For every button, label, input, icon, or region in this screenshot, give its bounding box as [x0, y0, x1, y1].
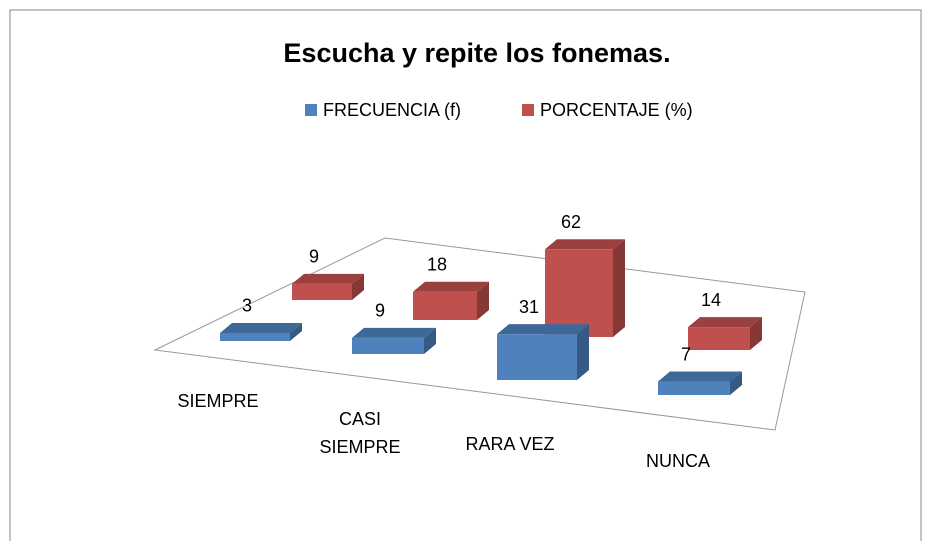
bar-front — [352, 337, 424, 354]
data-label: 31 — [519, 297, 539, 317]
bar-front — [413, 291, 477, 320]
bar — [658, 371, 742, 395]
data-label: 14 — [701, 290, 721, 310]
bar-side — [424, 327, 436, 354]
bar-side — [730, 371, 742, 395]
data-label: 62 — [561, 212, 581, 232]
bar-side — [577, 324, 589, 380]
bar-side — [477, 281, 489, 320]
bar-top — [292, 273, 364, 284]
x-tick-label: NUNCA — [645, 451, 710, 471]
bar-front — [497, 334, 577, 380]
bar-top — [658, 371, 742, 382]
bar-front — [545, 249, 613, 337]
x-tick-label: RARA VEZ — [465, 434, 555, 454]
data-label: 7 — [681, 344, 691, 364]
chart-title: Escucha y repite los fonemas. — [283, 38, 670, 68]
bar-side — [352, 273, 364, 300]
bar-top — [413, 281, 489, 292]
legend-swatch — [522, 104, 534, 116]
legend-label: FRECUENCIA (f) — [323, 100, 461, 120]
chart-frame — [9, 9, 922, 541]
bar-side — [613, 239, 625, 337]
bar-side — [290, 322, 302, 341]
bar-top — [220, 322, 302, 333]
bar-top — [352, 327, 436, 338]
bar-side — [750, 317, 762, 350]
bar-front — [292, 283, 352, 300]
data-label: 9 — [375, 301, 385, 321]
bar — [497, 324, 589, 380]
data-label: 9 — [309, 247, 319, 267]
legend-swatch — [305, 104, 317, 116]
bar — [413, 281, 489, 320]
data-label: 18 — [427, 254, 447, 274]
x-tick-label: SIEMPRE — [177, 391, 259, 411]
bar-front — [658, 381, 730, 395]
bar-top — [688, 317, 762, 328]
legend-label: PORCENTAJE (%) — [540, 100, 693, 120]
bar — [352, 327, 436, 354]
bar-top — [545, 239, 625, 250]
bar — [292, 273, 364, 300]
bar — [545, 239, 625, 337]
bar-front — [220, 332, 290, 341]
bar-front — [688, 327, 750, 350]
x-tick-label: CASI SIEMPRE — [319, 409, 401, 457]
bar — [220, 322, 302, 341]
bar-top — [497, 324, 589, 335]
bar — [688, 317, 762, 350]
data-label: 3 — [242, 296, 252, 316]
